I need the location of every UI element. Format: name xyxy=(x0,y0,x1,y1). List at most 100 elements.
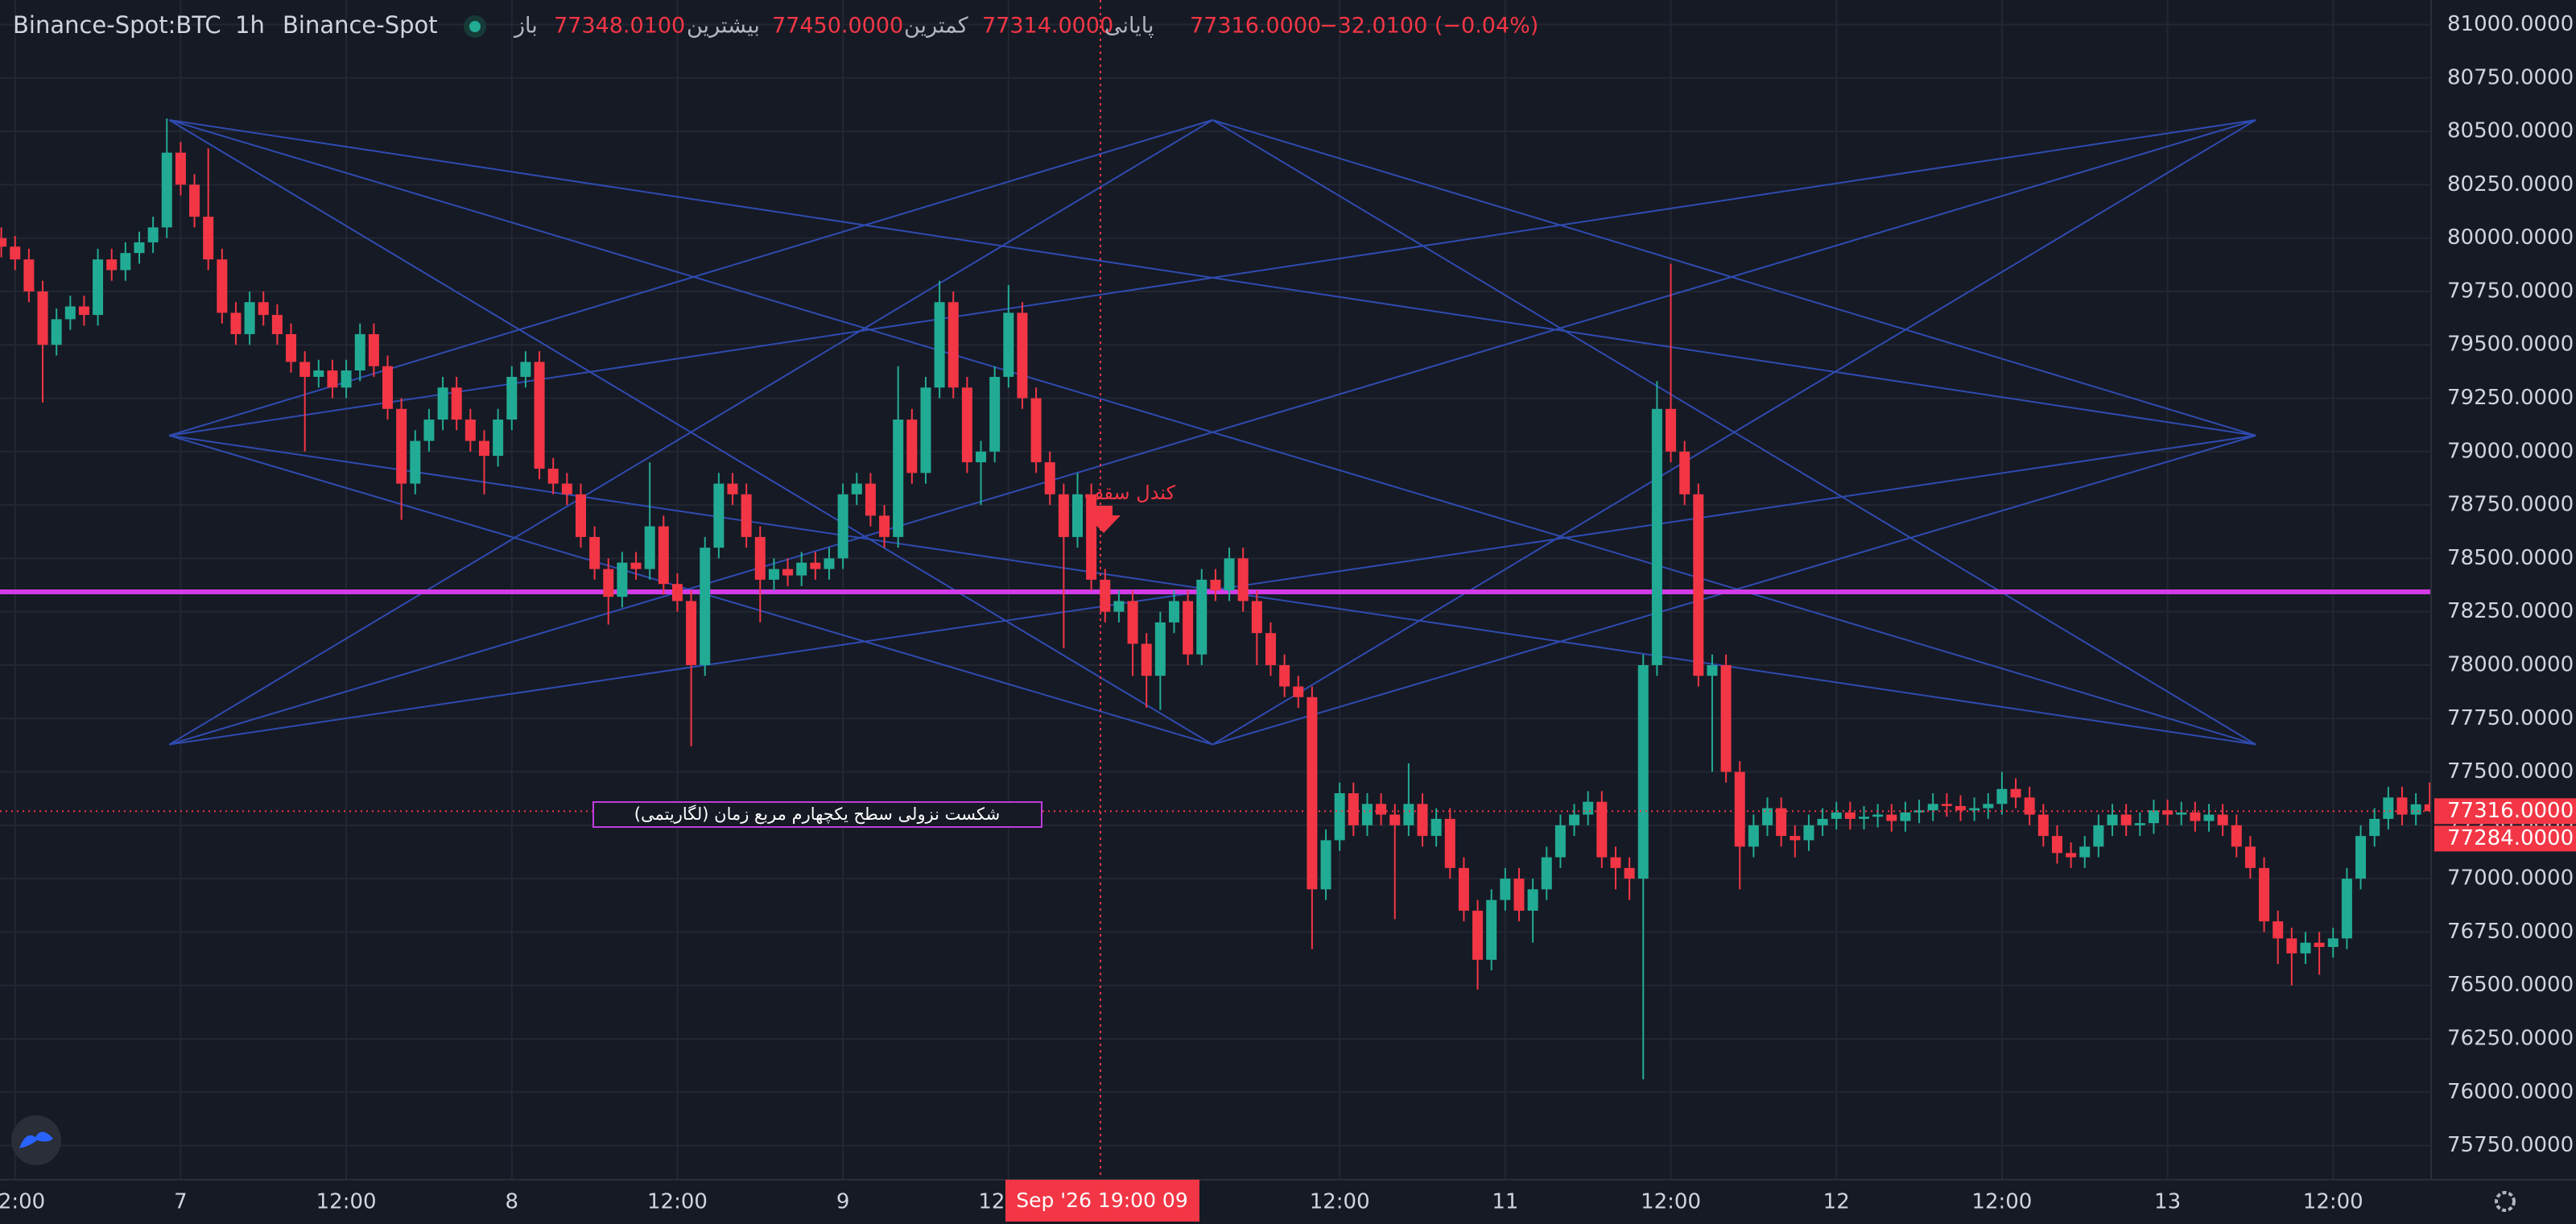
candle-body xyxy=(1017,312,1028,399)
legend-label: پایانی xyxy=(1104,14,1154,39)
candle-body xyxy=(1927,804,1938,811)
candle-body xyxy=(671,584,683,602)
candle-body xyxy=(1872,814,1884,817)
candle-body xyxy=(1693,494,1704,676)
candle-body xyxy=(865,483,876,516)
candle-body xyxy=(1762,808,1773,825)
candle-body xyxy=(2327,938,2339,947)
annotation-box xyxy=(592,801,1042,828)
candle-body xyxy=(1279,664,1290,687)
legend-label: باز xyxy=(513,14,538,39)
candle-body xyxy=(1251,601,1262,634)
candle-body xyxy=(782,569,794,576)
candle-body xyxy=(368,333,379,366)
candle-body xyxy=(713,483,724,548)
candles xyxy=(0,118,2435,1080)
y-tick-label: 78000.0000 xyxy=(2447,652,2574,676)
candle-body xyxy=(1003,312,1014,378)
legend-value: 77316.0000 xyxy=(1190,14,1321,39)
x-tick-label: 13 xyxy=(2154,1190,2181,1214)
candle-body xyxy=(93,259,104,316)
candle-body xyxy=(796,562,807,576)
y-tick-label: 77000.0000 xyxy=(2447,866,2574,891)
candle-body xyxy=(2259,867,2270,922)
y-tick-label: 78750.0000 xyxy=(2447,493,2574,517)
candle-body xyxy=(506,377,518,420)
y-tick-label: 76000.0000 xyxy=(2447,1080,2574,1104)
x-tick-label: 12:00 xyxy=(2303,1190,2363,1214)
candle-body xyxy=(217,259,228,313)
legend-label: بیشترین xyxy=(687,14,760,39)
candle-body xyxy=(1224,558,1235,591)
candle-body xyxy=(258,302,269,316)
candle-body xyxy=(1307,697,1318,890)
candle-body xyxy=(2369,818,2380,837)
legend-change: −32.0100 (−0.04%) xyxy=(1319,14,1538,39)
candle-body xyxy=(520,362,531,378)
symbol: Binance-Spot:BTC xyxy=(13,11,221,39)
candle-body xyxy=(423,420,435,441)
candle-body xyxy=(1444,818,1455,868)
settings-icon[interactable] xyxy=(2495,1191,2516,1212)
candle-body xyxy=(1790,836,1801,841)
candle-body xyxy=(1072,494,1084,537)
candle-body xyxy=(299,362,311,378)
candle-body xyxy=(768,569,779,580)
candle-body xyxy=(1500,879,1511,900)
candle-body xyxy=(120,253,131,271)
candle-body xyxy=(37,291,48,345)
x-tick-label: 9 xyxy=(836,1190,850,1214)
candle-body xyxy=(64,306,76,320)
candle-body xyxy=(2355,836,2367,879)
legend-value: 77314.0000 xyxy=(982,14,1113,39)
candle-body xyxy=(658,526,669,585)
candle-body xyxy=(1320,840,1331,890)
candle-body xyxy=(1403,804,1414,825)
candle-body xyxy=(810,562,821,569)
candle-body xyxy=(1113,601,1125,612)
exchange: Binance-Spot xyxy=(283,11,438,39)
y-tick-label: 78500.0000 xyxy=(2447,546,2574,570)
candle-body xyxy=(2244,846,2256,868)
candle-body xyxy=(1265,633,1276,665)
candle-body xyxy=(451,387,462,420)
y-tick-label: 76750.0000 xyxy=(2447,920,2574,944)
candle-body xyxy=(1886,814,1897,821)
candle-body xyxy=(1541,857,1552,890)
candle-body xyxy=(341,370,352,388)
candle-body xyxy=(934,302,945,388)
candle-body xyxy=(271,315,283,334)
gann-line xyxy=(168,119,1213,746)
y-tick-label: 75750.0000 xyxy=(2447,1133,2574,1157)
y-tick-label: 77500.0000 xyxy=(2447,759,2574,784)
price-axis xyxy=(2431,0,2576,1180)
candle-body xyxy=(1776,808,1787,837)
candle-body xyxy=(479,440,489,457)
candle-body xyxy=(2424,804,2435,812)
candle-body xyxy=(989,377,1001,452)
candle-body xyxy=(1803,825,1814,841)
candle-body xyxy=(382,366,394,409)
candle-body xyxy=(617,562,628,598)
candle-body xyxy=(2341,879,2352,939)
candle-body xyxy=(1900,812,1911,821)
candle-body xyxy=(189,184,200,217)
x-tick-label: 11 xyxy=(1492,1190,1518,1214)
candle-body xyxy=(396,408,407,484)
candle-body xyxy=(547,469,559,484)
candle-body xyxy=(2134,823,2145,825)
candle-body xyxy=(2051,836,2062,854)
candle-body xyxy=(1389,814,1401,825)
candle-body xyxy=(161,152,172,228)
crosshair-label-box xyxy=(1005,1180,1199,1222)
x-tick-label: 12:00 xyxy=(647,1190,708,1214)
y-tick-label: 79500.0000 xyxy=(2447,333,2574,357)
candle-body xyxy=(2300,942,2311,953)
candle-body xyxy=(1196,579,1208,655)
candle-body xyxy=(1955,805,1966,811)
candle-body xyxy=(976,451,987,463)
candle-body xyxy=(727,483,738,494)
candle-body xyxy=(1596,801,1608,858)
candle-body xyxy=(106,259,118,271)
candle-body xyxy=(2120,814,2132,825)
